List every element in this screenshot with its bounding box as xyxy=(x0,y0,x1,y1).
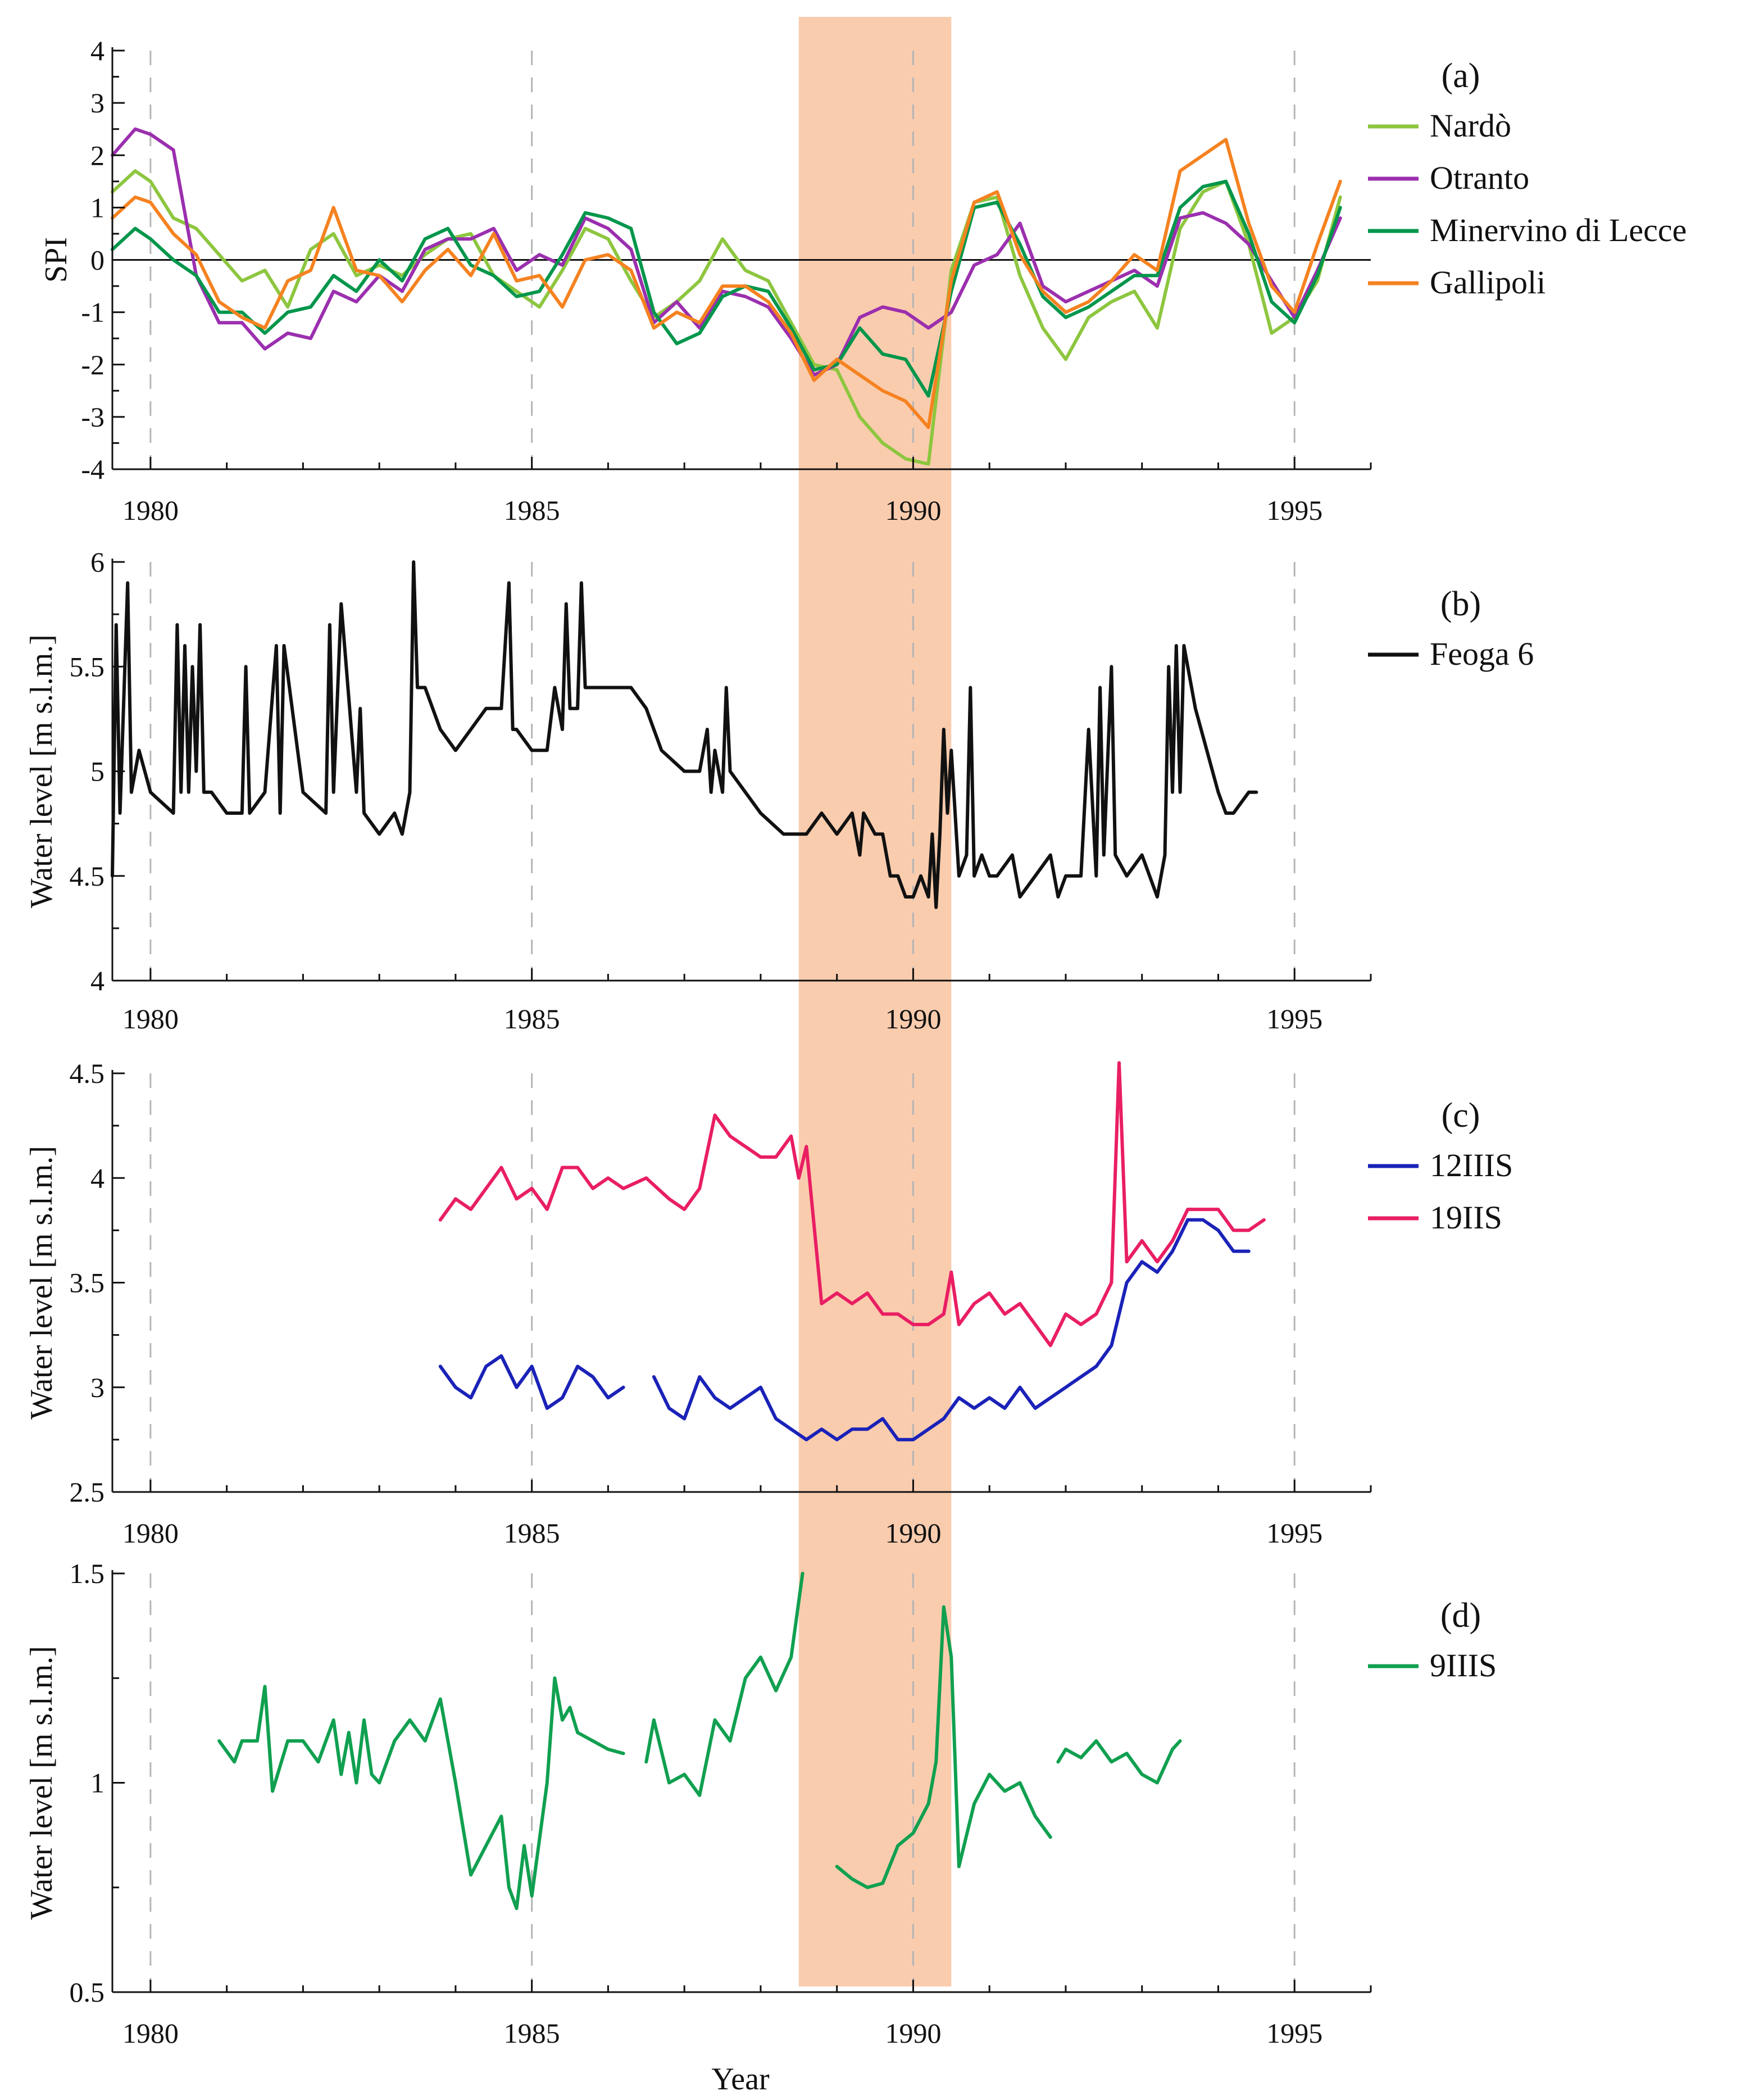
legend-label: Gallipoli xyxy=(1430,264,1546,301)
y-axis-title: SPI xyxy=(39,237,74,283)
y-tick-label: 6 xyxy=(90,546,104,578)
y-tick-label: 3 xyxy=(90,1372,104,1403)
legend-label: Otranto xyxy=(1430,160,1529,196)
x-tick-label: 1980 xyxy=(122,2017,179,2049)
x-tick-label: 1980 xyxy=(122,1003,179,1035)
y-tick-label: 4.5 xyxy=(70,1058,105,1089)
y-tick-label: 1 xyxy=(90,1767,104,1799)
y-tick-label: 3.5 xyxy=(70,1267,105,1299)
x-tick-label: 1985 xyxy=(504,1003,560,1035)
panel-label: (a) xyxy=(1442,57,1480,95)
panel-b-feoga6: 4 4.5 5 5.5 6 1980 1985 1990 1995 Water level [m … xyxy=(24,546,1534,1035)
series-line-nard- xyxy=(111,169,1342,466)
y-tick-label: 0 xyxy=(90,244,104,276)
panel-label: (b) xyxy=(1440,585,1481,623)
x-tick-label: 1980 xyxy=(122,495,179,526)
series-line-19iis xyxy=(438,1061,1266,1348)
y-tick-label: 0.5 xyxy=(70,1976,105,2008)
y-tick-label: 4.5 xyxy=(70,860,105,892)
x-tick-label: 1990 xyxy=(885,1517,941,1549)
y-tick-label: -4 xyxy=(81,453,104,485)
x-tick-label: 1985 xyxy=(504,1517,560,1549)
y-axis-title: Water level [m s.l.m.] xyxy=(24,1146,59,1419)
x-tick-label: 1995 xyxy=(1266,495,1322,526)
legend-label: 19IIS xyxy=(1430,1199,1502,1236)
y-tick-label: -1 xyxy=(81,297,104,328)
x-tick-label: 1985 xyxy=(504,495,560,526)
y-axis-title: Water level [m s.l.m.] xyxy=(24,1646,59,1920)
x-axis-title: Year xyxy=(711,2062,770,2097)
y-axis-title: Water level [m s.l.m.] xyxy=(24,634,59,908)
y-tick-label: -3 xyxy=(81,401,104,433)
series-line-minervino-di-lecce xyxy=(111,179,1342,398)
y-tick-label: 2.5 xyxy=(70,1476,105,1508)
x-tick-label: 1990 xyxy=(885,1003,941,1035)
series-line-gallipoli xyxy=(111,138,1342,429)
y-tick-label: 3 xyxy=(90,87,104,119)
y-tick-label: 2 xyxy=(90,139,104,171)
y-tick-label: 4 xyxy=(90,35,104,66)
x-tick-label: 1985 xyxy=(504,2017,560,2049)
y-tick-label: 4 xyxy=(90,1162,104,1194)
legend-label: Nardò xyxy=(1430,107,1511,144)
panel-c-12iiis-19iis: 2.5 3 3.5 4 4.5 1980 1985 1990 1995 Water level [… xyxy=(24,1058,1513,1549)
y-tick-label: 1 xyxy=(90,192,104,223)
panel-label: (d) xyxy=(1440,1596,1481,1635)
series-line-feoga-6 xyxy=(111,560,1258,909)
legend-label: Minervino di Lecce xyxy=(1430,212,1687,248)
series-line-9iiis xyxy=(217,1572,1182,1910)
x-tick-label: 1990 xyxy=(885,495,941,526)
y-tick-label: 5 xyxy=(90,756,104,787)
x-tick-label: 1995 xyxy=(1266,2017,1322,2049)
y-tick-label: 4 xyxy=(90,965,104,996)
panel-d-9iiis: 0.5 1 1.5 1980 1985 1990 1995 Water level [m s.… xyxy=(24,1558,1497,2049)
panel-label: (c) xyxy=(1442,1096,1480,1135)
series-line-otranto xyxy=(111,127,1342,377)
legend-label: 12IIIS xyxy=(1430,1147,1513,1183)
y-tick-label: -2 xyxy=(81,349,104,380)
x-tick-label: 1995 xyxy=(1266,1003,1322,1035)
panel-a-spi: -4 -3 -2 -1 0 1 2 3 4 1980 1985 1990 1995 SPI (a) Nardò… xyxy=(39,35,1687,526)
legend-label: 9IIIS xyxy=(1430,1647,1497,1684)
y-tick-label: 5.5 xyxy=(70,651,105,682)
x-tick-label: 1995 xyxy=(1266,1517,1322,1549)
x-tick-label: 1990 xyxy=(885,2017,941,2049)
y-tick-label: 1.5 xyxy=(70,1558,105,1589)
x-tick-label: 1980 xyxy=(122,1517,179,1549)
series-line-12iiis xyxy=(438,1218,1251,1441)
legend-label: Feoga 6 xyxy=(1430,636,1534,672)
